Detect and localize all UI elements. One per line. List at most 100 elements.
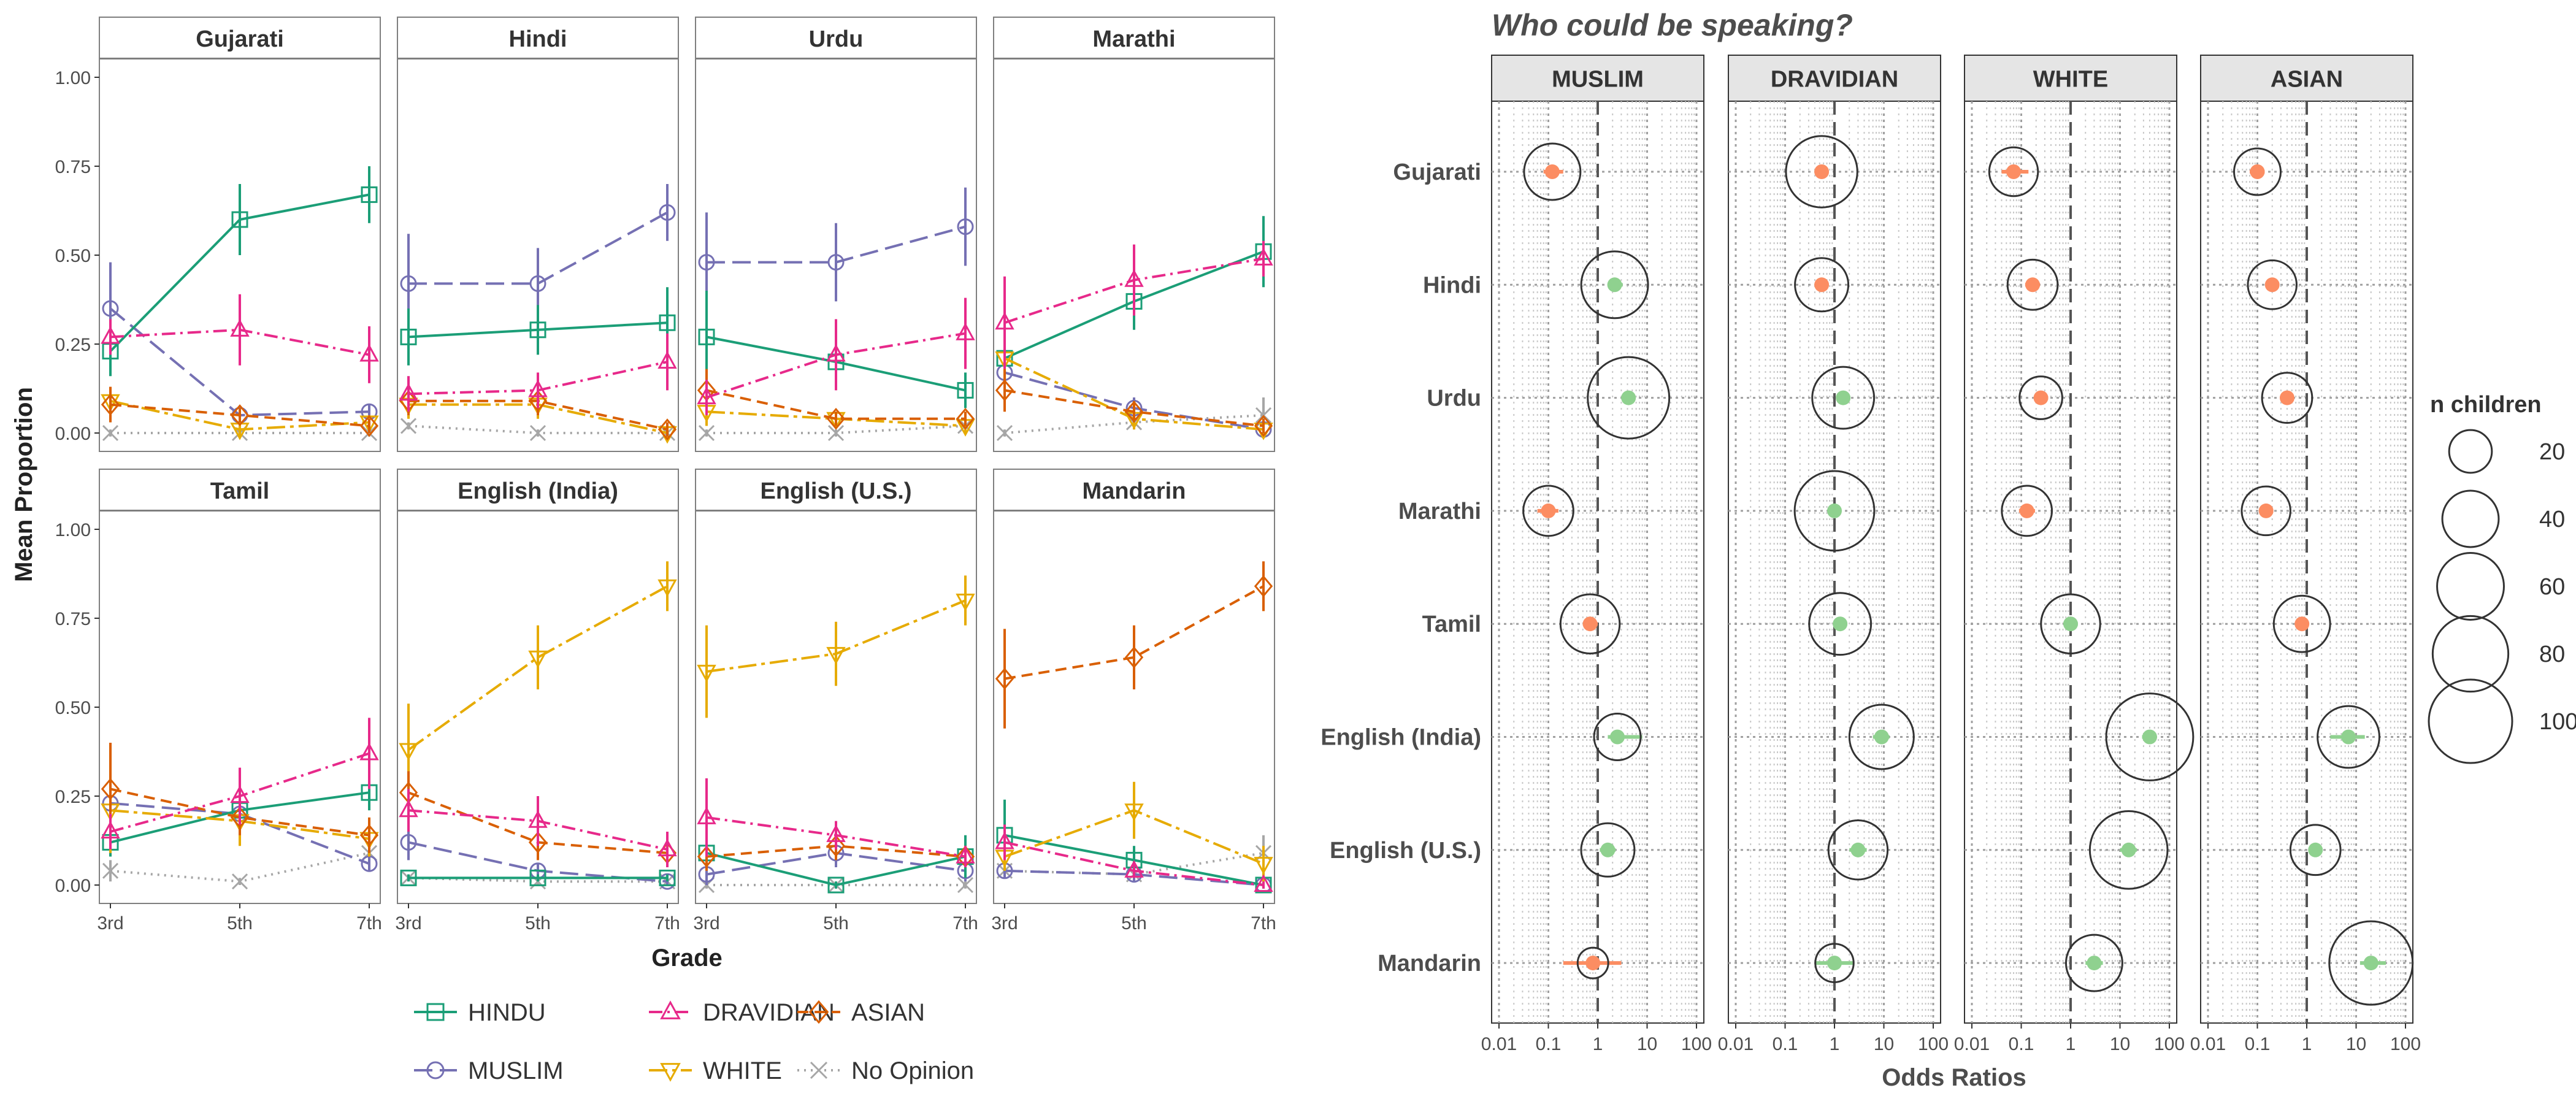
data-point (1254, 415, 1273, 437)
panel-title: English (U.S.) (761, 478, 912, 504)
data-point (1254, 248, 1273, 266)
x-axis-label: Grade (651, 945, 723, 972)
legend-marker (660, 1000, 681, 1019)
x-tick-label: 0.1 (2245, 1034, 2271, 1054)
sample-size-circle (2064, 933, 2123, 992)
row-label-gujarati: Gujarati (1393, 159, 1481, 185)
panel-title: DRAVIDIAN (1771, 67, 1898, 93)
data-point (657, 838, 677, 857)
point-urdu (1587, 356, 1671, 440)
data-point (698, 424, 715, 442)
panel-title: MUSLIM (1552, 67, 1644, 93)
point-english-u-s (1827, 819, 1889, 881)
panel-gujarati: Gujarati 0.00 0.25 0.50 0.75 1.00 (55, 17, 381, 452)
sample-size-circle (1587, 356, 1671, 440)
data-point (657, 418, 677, 441)
data-point (1124, 401, 1144, 423)
point-gujarati (2233, 147, 2282, 196)
size-legend-label: 100 (2539, 709, 2576, 735)
x-tick-label: 100 (2390, 1034, 2421, 1054)
odds-ratio-point (1544, 164, 1560, 179)
series-line (110, 788, 370, 837)
x-tick-label: 1 (1593, 1034, 1603, 1054)
sample-size-circle (2247, 259, 2298, 310)
data-point (659, 314, 676, 331)
odds-ratio-point (2279, 390, 2294, 405)
point-mandarin (2064, 933, 2123, 992)
data-point (528, 831, 548, 854)
panel-tamil: Tamil 0.00 0.25 0.50 0.75 1.00 3rd 5th 7th (55, 469, 382, 933)
sample-size-circle (1580, 250, 1649, 320)
point-urdu (2018, 375, 2063, 420)
data-point (359, 742, 379, 761)
odds-ratio-point (2258, 503, 2274, 518)
data-point (1124, 803, 1144, 821)
y-tick-label: 0.00 (55, 876, 91, 896)
sample-size-circle (2328, 920, 2414, 1006)
point-gujarati (1988, 146, 2039, 197)
point-hindi (1580, 250, 1649, 320)
data-point (1124, 269, 1144, 287)
size-legend-circle (2428, 678, 2513, 764)
data-point (659, 869, 676, 886)
legend-item-white: WHITE (649, 1057, 782, 1084)
legend-label: ASIAN (851, 999, 925, 1026)
odds-ratio-point (1827, 956, 1842, 971)
sample-size-circle (2261, 372, 2313, 424)
data-point (697, 386, 716, 405)
point-tamil (2272, 594, 2331, 653)
series-line (407, 585, 668, 751)
data-point (361, 186, 378, 203)
legend-marker (810, 1061, 828, 1079)
series-dravidian (995, 824, 1273, 892)
size-legend-label: 80 (2539, 642, 2565, 667)
legend-item-asian: ASIAN (797, 999, 925, 1026)
data-point (102, 300, 119, 317)
data-point (400, 834, 417, 851)
data-point (1254, 857, 1273, 875)
legend-label: WHITE (703, 1057, 782, 1084)
point-marathi (1793, 470, 1876, 552)
size-legend-label: 40 (2539, 507, 2565, 532)
series-dravidian (101, 294, 379, 383)
legend: HINDU DRAVIDIAN ASIAN MUSLIM WHITE No Opinion (414, 999, 974, 1084)
data-point (995, 831, 1014, 849)
x-tick-label: 3rd (395, 913, 421, 933)
sample-size-circle (1848, 703, 1915, 770)
legend-item-hindu: HINDU (414, 999, 546, 1026)
chart-title: Who could be speaking? (1492, 8, 1853, 42)
data-point (1254, 874, 1273, 892)
data-point (826, 343, 846, 362)
legend-label: No Opinion (851, 1057, 974, 1084)
data-point (956, 323, 975, 340)
panel-strip (2200, 55, 2413, 102)
sample-size-circle (2088, 810, 2169, 890)
data-point (827, 876, 845, 894)
x-tick-label: 3rd (97, 913, 123, 933)
legend-marker (808, 1000, 829, 1024)
x-axis-label: Odds Ratios (1882, 1064, 2026, 1091)
odds-ratio-point (1585, 956, 1601, 971)
data-point (657, 351, 677, 369)
data-point (400, 418, 417, 434)
data-point (995, 667, 1014, 690)
data-point (529, 424, 546, 442)
panel-mandarin: Mandarin 3rd 5th 7th (991, 469, 1276, 933)
x-tick-label: 0.01 (1954, 1034, 1990, 1054)
data-point (101, 326, 120, 344)
series-dravidian (697, 778, 975, 867)
panel-strip (99, 17, 381, 59)
data-point (995, 379, 1014, 402)
series-muslim (698, 187, 974, 312)
sample-size-circle (2272, 594, 2331, 653)
x-tick-label: 100 (1681, 1034, 1712, 1054)
data-point (657, 579, 677, 597)
sample-size-circle (2006, 258, 2059, 311)
data-point (528, 810, 548, 828)
x-tick-label: 0.1 (1536, 1034, 1562, 1054)
point-tamil (1559, 593, 1621, 654)
sample-size-circle (1523, 142, 1582, 201)
point-urdu (1811, 366, 1876, 430)
data-point (995, 312, 1014, 330)
odds-ratio-point (1621, 390, 1636, 405)
